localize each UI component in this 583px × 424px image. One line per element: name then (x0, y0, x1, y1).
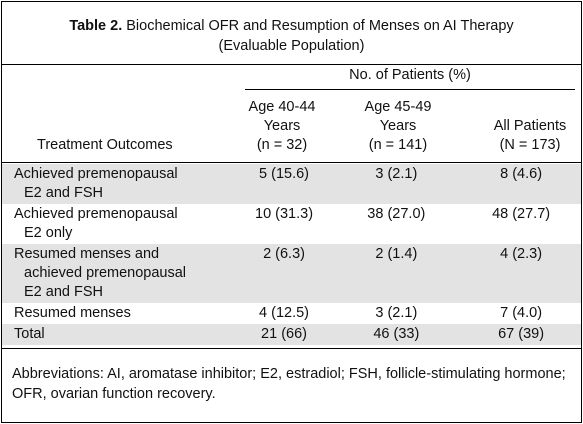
cell-text: 8 (4.6) (500, 166, 543, 182)
cell-text: 4 (2.3) (500, 246, 543, 262)
rule (2, 64, 581, 65)
cell-text: 7 (4.0) (500, 305, 543, 321)
column-header-line: (n = 32) (256, 137, 308, 153)
rule (245, 89, 575, 90)
cell-text: 2 (6.3) (263, 246, 305, 262)
cell-text: 10 (31.3) (255, 206, 314, 222)
cell-text: 48 (27.7) (492, 206, 551, 222)
row-label: Resumed menses (2, 304, 237, 323)
cell: 10 (31.3) (237, 205, 332, 243)
column-header-line: (N = 173) (499, 137, 561, 153)
column-header-line: (n = 141) (368, 137, 428, 153)
row-label: Achieved premenopausal E2 and FSH (2, 165, 237, 203)
row-label-line: E2 only (24, 225, 73, 241)
cell: 46 (33) (331, 325, 461, 344)
table-number: Table 2. (69, 18, 123, 34)
table-title: Biochemical OFR and Resumption of Menses… (126, 18, 514, 34)
table-subtitle: (Evaluable Population) (218, 38, 365, 54)
table-row: Resumed menses and achieved premenopausal… (2, 244, 581, 303)
cell: 3 (2.1) (331, 165, 461, 203)
rule (2, 348, 581, 349)
row-label: Achieved premenopausal E2 only (2, 205, 237, 243)
group-header: No. of Patients (%) (349, 67, 471, 83)
cell: 4 (12.5) (237, 304, 332, 323)
row-label-line: Resumed menses (14, 305, 131, 321)
row-label-line: achieved premenopausal (24, 265, 187, 281)
cell: 48 (27.7) (461, 205, 581, 243)
column-header: Age 45-49 Years (n = 141) (328, 98, 468, 155)
cell: 7 (4.0) (461, 304, 581, 323)
cell: 67 (39) (461, 325, 581, 344)
table-row: Resumed menses 4 (12.5) 3 (2.1) 7 (4.0) (2, 303, 581, 324)
column-header: Age 40-44 Years (n = 32) (212, 98, 352, 155)
cell-text: 46 (33) (373, 326, 420, 342)
cell: 8 (4.6) (461, 165, 581, 203)
table-row: Total 21 (66) 46 (33) 67 (39) (2, 324, 581, 345)
cell-text: 21 (66) (261, 326, 307, 342)
title-block: Table 2. Biochemical OFR and Resumption … (0, 16, 583, 56)
row-label-line: E2 and FSH (24, 284, 103, 300)
column-header-line: Years (263, 118, 301, 134)
column-header-line: All Patients (493, 118, 567, 134)
row-label: Resumed menses and achieved premenopausal… (2, 245, 237, 302)
cell-text: 67 (39) (498, 326, 545, 342)
cell: 38 (27.0) (331, 205, 461, 243)
row-label-line: Resumed menses and (14, 246, 160, 262)
cell: 21 (66) (237, 325, 332, 344)
column-header-line: Age 40-44 (248, 99, 316, 115)
row-label: Total (2, 325, 237, 344)
row-label-line: E2 and FSH (24, 185, 103, 201)
cell-text: 5 (15.6) (259, 166, 310, 182)
cell-text: 3 (2.1) (375, 305, 418, 321)
row-label-line: Achieved premenopausal (14, 166, 178, 182)
cell-text: 2 (1.4) (375, 246, 418, 262)
cell: 4 (2.3) (461, 245, 581, 302)
row-header: Treatment Outcomes (37, 137, 173, 153)
footnote: Abbreviations: AI, aromatase inhibitor; … (12, 366, 566, 402)
column-header: All Patients (N = 173) (460, 117, 583, 155)
rule (2, 162, 581, 163)
cell: 2 (6.3) (237, 245, 332, 302)
table-row: Achieved premenopausal E2 only 10 (31.3) 38… (2, 204, 581, 244)
row-label-line: Total (14, 326, 45, 342)
cell: 5 (15.6) (237, 165, 332, 203)
cell-text: 4 (12.5) (259, 305, 310, 321)
cell: 3 (2.1) (331, 304, 461, 323)
table-row: Achieved premenopausal E2 and FSH 5 (15.6)… (2, 164, 581, 204)
table-body: Achieved premenopausal E2 and FSH 5 (15.6)… (2, 164, 581, 345)
column-header-line: Age 45-49 (364, 99, 432, 115)
row-label-line: Achieved premenopausal (14, 206, 178, 222)
column-header-line: Years (379, 118, 417, 134)
cell-text: 3 (2.1) (375, 166, 418, 182)
cell: 2 (1.4) (331, 245, 461, 302)
cell-text: 38 (27.0) (367, 206, 426, 222)
